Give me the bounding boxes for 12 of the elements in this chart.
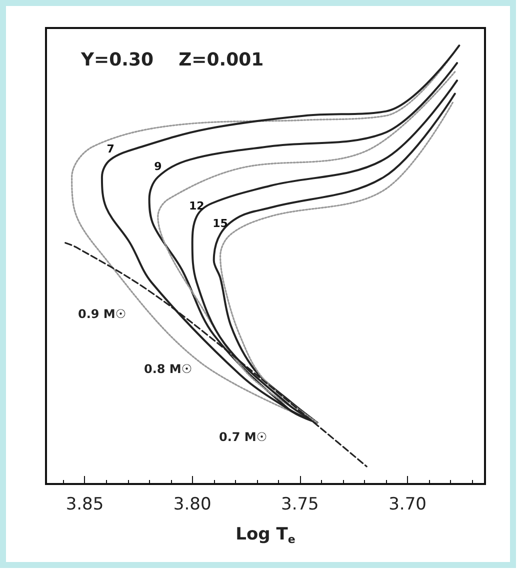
series-label: 7 <box>106 142 114 156</box>
annotation: 0.7 M☉ <box>219 430 268 444</box>
annotation: Y=0.30 Z=0.001 <box>80 50 264 70</box>
series-label: 15 <box>212 217 228 230</box>
series-label: 9 <box>154 160 162 174</box>
annotation: 0.8 M☉ <box>144 362 192 376</box>
x-tick-label: 3.85 <box>66 494 104 514</box>
annotation: 0.9 M☉ <box>78 307 126 321</box>
x-tick-label: 3.70 <box>388 494 426 514</box>
x-tick-label: 3.80 <box>173 494 212 514</box>
series-label: 12 <box>188 200 204 213</box>
x-tick-label: 3.75 <box>281 494 319 514</box>
